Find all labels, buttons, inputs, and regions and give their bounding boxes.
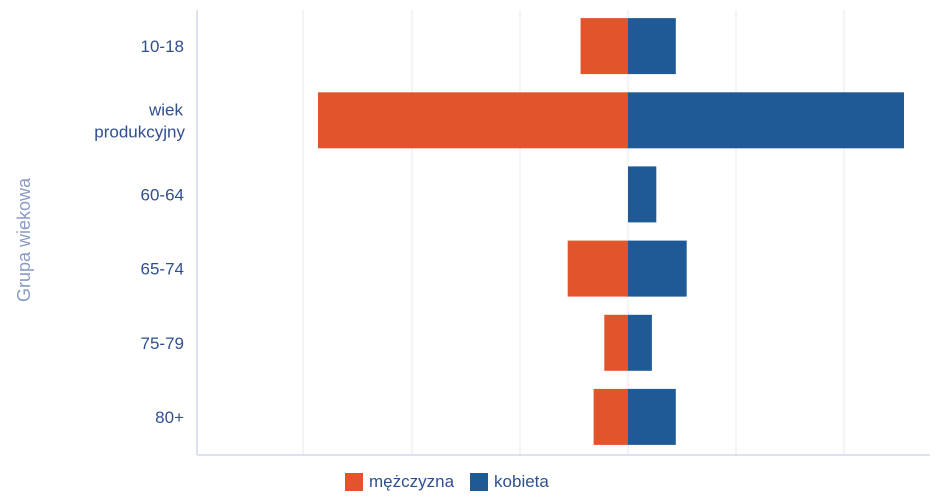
bar-women [628,18,676,75]
category-label: 75-79 [141,334,184,353]
bars [318,18,904,445]
legend-label-men: mężczyzna [369,472,455,491]
category-labels: 10-18 wiek produkcyjny 60-64 65-74 75-79 80+ [94,37,185,427]
bar-women [628,240,687,297]
bar-men [567,240,628,297]
y-axis-title: Grupa wiekowa [14,177,34,302]
bar-women [628,314,652,371]
legend: mężczyzna kobieta [345,472,557,492]
bar-men [593,388,628,445]
bar-men [580,18,628,75]
bar-women [628,166,657,223]
legend-item-women: kobieta [470,472,549,492]
legend-label-women: kobieta [494,472,549,491]
legend-swatch-men [345,473,363,491]
category-label: 65-74 [141,260,184,279]
category-label: wiek produkcyjny [94,100,185,141]
category-label: 10-18 [141,37,184,56]
bar-men [318,92,628,149]
legend-item-men: mężczyzna [345,472,454,492]
category-label: 60-64 [141,185,184,204]
bar-men [604,314,628,371]
bar-women [628,388,676,445]
grid-lines [302,10,845,455]
bar-women [628,92,904,149]
category-label: 80+ [155,408,184,427]
legend-swatch-women [470,473,489,491]
